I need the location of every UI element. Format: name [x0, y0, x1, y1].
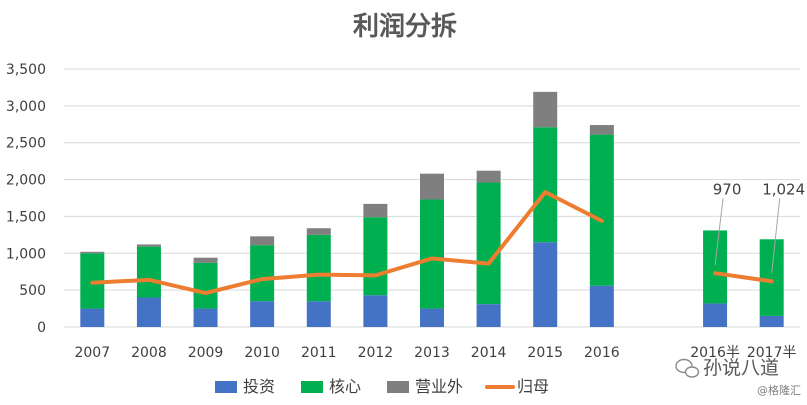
legend-label: 归母: [517, 377, 549, 396]
line-series: [90, 190, 774, 296]
bar-核心: [363, 217, 388, 296]
x-tick-label: 2016半: [690, 345, 740, 361]
y-tick-label: 0: [37, 320, 46, 336]
line-归母: [90, 190, 604, 296]
watermark-name: 孙说八道: [703, 357, 779, 379]
x-tick-label: 2010: [244, 345, 280, 361]
annotation-label: 970: [713, 180, 742, 198]
bar-营业外: [306, 228, 331, 235]
x-tick-label: 2016: [584, 345, 620, 361]
x-tick-label: 2014: [471, 345, 507, 361]
watermark-credit: @格隆汇: [757, 383, 801, 397]
x-tick-label: 2011: [301, 345, 337, 361]
line-归母: [713, 271, 774, 284]
bar-投资: [250, 301, 275, 327]
bar-核心: [250, 245, 275, 302]
y-tick-label: 2,500: [6, 136, 46, 152]
y-axis: 0 500 1,000 1,500 2,000 2,500 3,000 3,500: [6, 62, 46, 336]
legend: 投资 核心 营业外 归母: [215, 377, 549, 396]
bar-营业外: [250, 236, 275, 246]
bar-营业外: [420, 173, 444, 200]
bar-投资: [589, 285, 614, 327]
annotation-leader: [771, 198, 781, 274]
x-tick-label: 2007: [74, 345, 110, 361]
bar-投资: [420, 308, 444, 327]
y-tick-label: 500: [19, 283, 46, 299]
y-tick-label: 1,500: [6, 209, 46, 225]
x-tick-label: 2015: [527, 345, 563, 361]
annotations: 970 1,024: [713, 180, 805, 274]
y-tick-label: 3,000: [6, 99, 46, 115]
bar-核心: [136, 246, 161, 298]
y-tick-label: 1,000: [6, 246, 46, 262]
bar-营业外: [363, 203, 388, 218]
bar-投资: [363, 295, 388, 327]
bar-投资: [476, 304, 501, 327]
bar-营业外: [476, 170, 501, 183]
bar-核心: [193, 262, 218, 309]
bar-投资: [759, 315, 784, 327]
bar-核心: [306, 234, 331, 302]
bar-核心: [533, 127, 558, 243]
bar-投资: [136, 297, 161, 327]
bar-投资: [703, 303, 728, 327]
legend-label: 投资: [243, 377, 275, 396]
legend-label: 营业外: [415, 377, 463, 396]
x-tick-label: 2013: [414, 345, 450, 361]
legend-swatch: [301, 381, 323, 393]
legend-swatch: [215, 381, 237, 393]
annotation-leader: [714, 198, 724, 266]
x-axis: 2007 2008 2009 2010 2011 2012 2013 2014 2015 2016…: [74, 345, 796, 361]
chart-title: 利润分拆: [353, 11, 457, 42]
bar-投资: [533, 242, 558, 327]
legend-swatch: [387, 381, 409, 393]
bar-营业外: [80, 251, 105, 254]
bar-营业外: [533, 91, 558, 128]
bar-核心: [703, 230, 728, 304]
annotation-label: 1,024: [762, 180, 805, 198]
bar-投资: [193, 308, 218, 327]
y-tick-label: 2,000: [6, 173, 46, 189]
y-tick-label: 3,500: [6, 62, 46, 78]
bar-营业外: [589, 125, 614, 135]
bar-核心: [589, 134, 614, 286]
bar-核心: [420, 199, 444, 309]
bar-营业外: [193, 257, 218, 263]
x-tick-label: 2017半: [747, 345, 797, 361]
bar-核心: [759, 239, 784, 316]
x-tick-label: 2012: [358, 345, 394, 361]
bar-投资: [80, 308, 105, 327]
bar-核心: [476, 182, 501, 305]
x-tick-label: 2008: [131, 345, 167, 361]
bar-营业外: [136, 244, 161, 247]
wechat-icon: [675, 358, 700, 378]
bar-投资: [306, 301, 331, 327]
legend-label: 核心: [329, 377, 361, 396]
x-tick-label: 2009: [188, 345, 224, 361]
bars: [80, 91, 784, 327]
watermark: 孙说八道 @格隆汇: [675, 357, 801, 397]
